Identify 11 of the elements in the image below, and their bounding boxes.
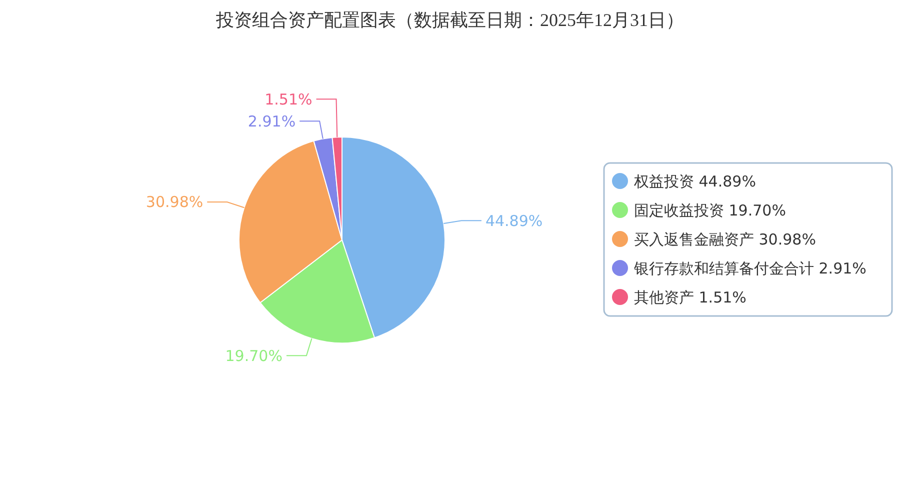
legend-label: 固定收益投资 19.70% (634, 201, 786, 220)
data-label: 44.89% (485, 212, 543, 230)
data-label: 30.98% (146, 193, 204, 212)
legend-label: 权益投资 44.89% (633, 172, 756, 190)
legend-label: 其他资产 1.51% (634, 288, 746, 306)
data-label: 19.70% (225, 346, 282, 365)
legend-label: 银行存款和结算备付金合计 2.91% (633, 259, 866, 278)
chart-title: 投资组合资产配置图表（数据截至日期：2025年12月31日） (215, 10, 684, 30)
data-label: 1.51% (264, 90, 312, 108)
data-label: 2.91% (248, 112, 296, 130)
legend-label: 买入返售金融资产 30.98% (634, 230, 816, 248)
